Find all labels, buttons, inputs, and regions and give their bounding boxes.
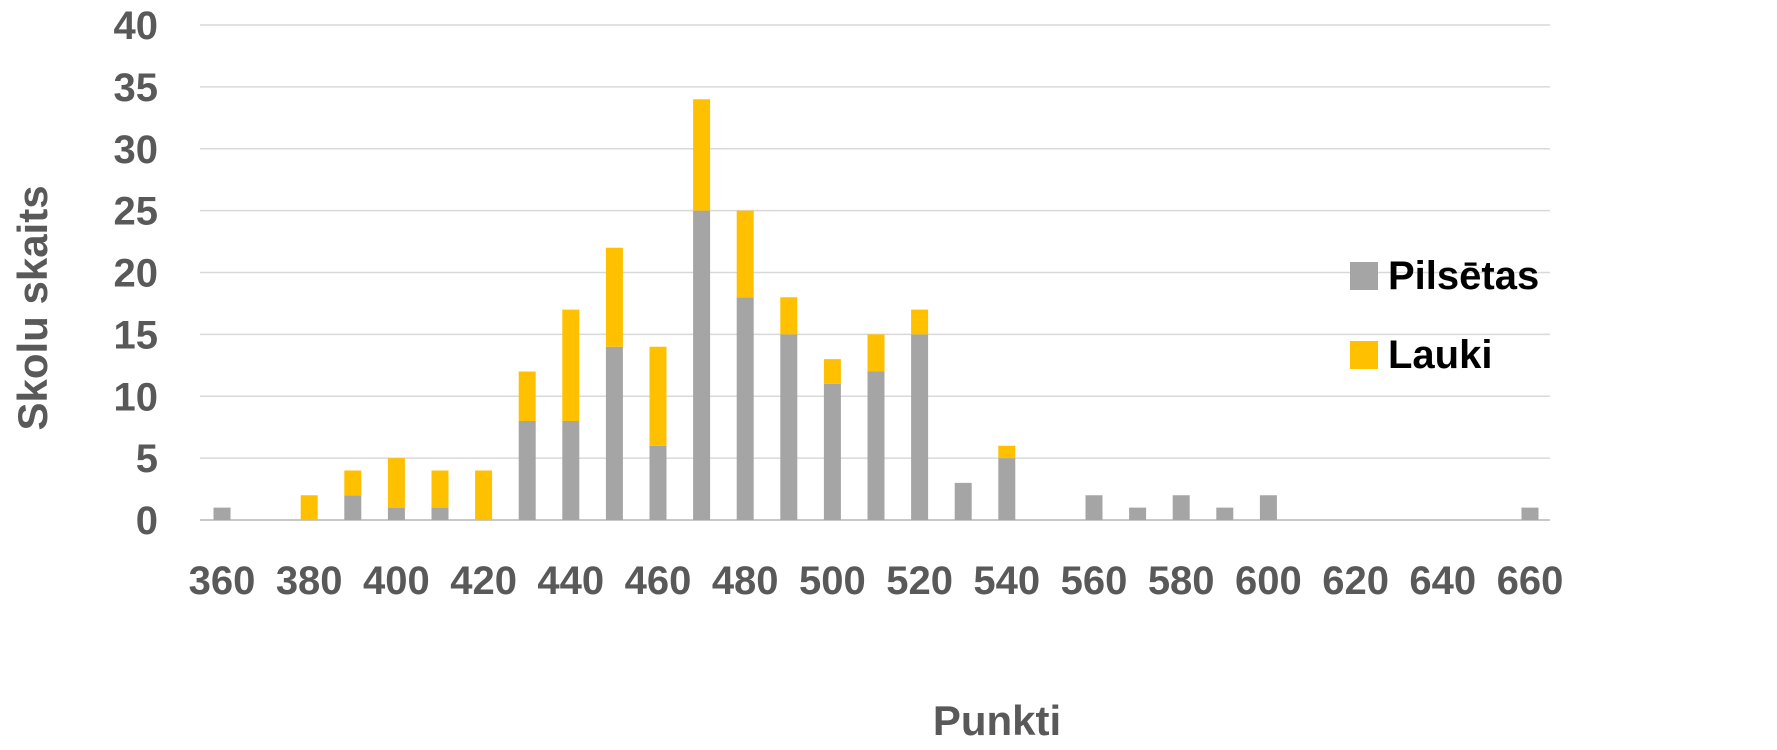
bar-lauki xyxy=(562,309,580,421)
bar-pilsetas xyxy=(431,507,449,520)
bar-pilsetas xyxy=(911,334,929,520)
bar-pilsetas xyxy=(867,371,885,520)
bar-pilsetas xyxy=(954,482,972,520)
bar-lauki xyxy=(998,445,1016,459)
gridlines xyxy=(200,24,1550,521)
x-tick-label: 440 xyxy=(537,559,604,603)
y-tick-label: 30 xyxy=(114,128,159,172)
bar-pilsetas xyxy=(693,210,711,520)
x-tick-label: 480 xyxy=(712,559,779,603)
x-tick-label: 560 xyxy=(1061,559,1128,603)
x-tick-label: 580 xyxy=(1148,559,1215,603)
bar-pilsetas xyxy=(1521,507,1539,520)
y-tick-label: 25 xyxy=(114,190,159,234)
bar-pilsetas xyxy=(998,458,1016,520)
bar-pilsetas xyxy=(649,445,667,520)
bar-pilsetas xyxy=(562,421,580,520)
bar-lauki xyxy=(518,371,536,421)
legend-swatch xyxy=(1350,341,1378,369)
legend: Pilsētas Lauki xyxy=(1350,254,1539,377)
bar-pilsetas xyxy=(780,334,798,520)
x-tick-label: 420 xyxy=(450,559,517,603)
bar-lauki xyxy=(780,297,798,335)
x-tick-label: 500 xyxy=(799,559,866,603)
x-tick-label: 640 xyxy=(1409,559,1476,603)
x-tick-label: 660 xyxy=(1497,559,1564,603)
legend-label: Pilsētas xyxy=(1388,254,1539,298)
bars xyxy=(213,99,1539,520)
bar-pilsetas xyxy=(605,346,623,520)
y-tick-label: 5 xyxy=(136,437,158,481)
x-tick-label: 620 xyxy=(1322,559,1389,603)
bar-pilsetas xyxy=(344,495,362,520)
bar-lauki xyxy=(344,470,362,496)
bar-lauki xyxy=(911,309,929,335)
bar-lauki xyxy=(475,470,493,520)
x-tick-label: 520 xyxy=(886,559,953,603)
x-tick-label: 380 xyxy=(276,559,343,603)
bar-pilsetas xyxy=(823,383,841,520)
x-tick-label: 400 xyxy=(363,559,430,603)
bar-pilsetas xyxy=(1216,507,1234,520)
bar-lauki xyxy=(823,359,841,384)
bar-pilsetas xyxy=(1172,495,1190,520)
bar-pilsetas xyxy=(736,297,754,520)
x-tick-label: 540 xyxy=(973,559,1040,603)
y-tick-label: 10 xyxy=(114,375,159,419)
bar-pilsetas xyxy=(1129,507,1147,520)
legend-label: Lauki xyxy=(1388,333,1492,377)
bar-lauki xyxy=(387,458,405,508)
y-axis-title: Skolu skaits xyxy=(9,185,56,430)
bar-pilsetas xyxy=(1085,495,1103,520)
bar-pilsetas xyxy=(1259,495,1277,520)
bar-pilsetas xyxy=(387,507,405,520)
x-axis-title: Punkti xyxy=(933,697,1061,744)
x-axis-ticks: 360 380 400 420 440 460 480 500 520 540 560 580 600 6… xyxy=(189,559,1564,603)
bar-lauki xyxy=(300,495,318,520)
x-tick-label: 600 xyxy=(1235,559,1302,603)
bar-lauki xyxy=(736,210,754,298)
bar-lauki xyxy=(693,99,711,211)
y-tick-label: 20 xyxy=(114,252,159,296)
y-axis-ticks: 0 5 10 15 20 25 30 35 40 xyxy=(114,4,159,543)
y-tick-label: 40 xyxy=(114,4,159,48)
bar-lauki xyxy=(867,334,885,372)
bar-pilsetas xyxy=(213,507,231,520)
bar-lauki xyxy=(649,346,667,446)
bar-lauki xyxy=(431,470,449,508)
bar-pilsetas xyxy=(518,421,536,520)
x-tick-label: 360 xyxy=(189,559,256,603)
y-tick-label: 35 xyxy=(114,66,159,110)
legend-swatch xyxy=(1350,262,1378,290)
bar-lauki xyxy=(605,247,623,347)
y-tick-label: 0 xyxy=(136,499,158,543)
y-tick-label: 15 xyxy=(114,313,159,357)
x-tick-label: 460 xyxy=(625,559,692,603)
